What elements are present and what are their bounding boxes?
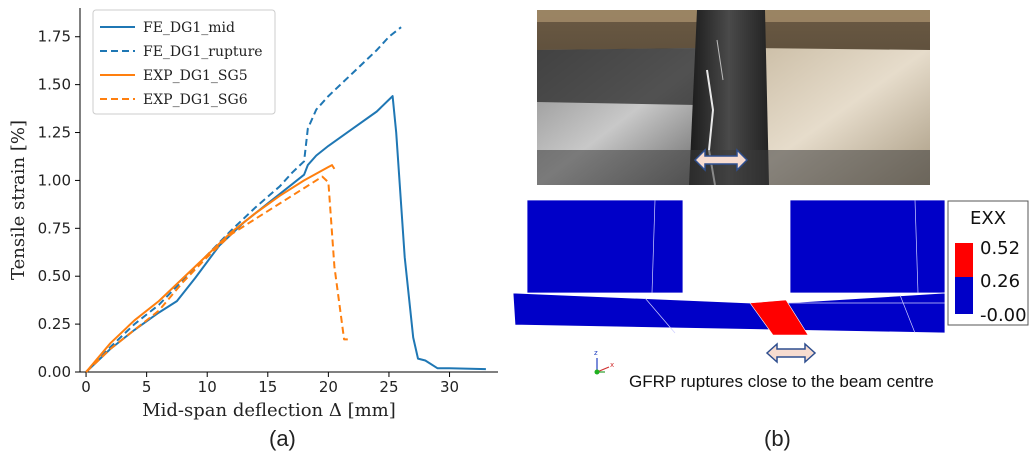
contour-value-low: -0.00 <box>980 305 1027 326</box>
y-tick-label: 1.25 <box>38 124 71 142</box>
panel-a-label: (a) <box>269 426 296 451</box>
contour-value-mid: 0.26 <box>980 271 1020 292</box>
legend-label-0: FE_DG1_mid <box>143 20 235 36</box>
y-tick-label: 0.75 <box>38 219 71 237</box>
strain-deflection-chart: 0 5 10 15 20 25 30 0.00 0.25 0.50 0.75 1.00 1.25 1.50… <box>8 8 498 420</box>
x-tick-label: 30 <box>440 378 459 396</box>
contour-value-high: 0.52 <box>980 238 1020 259</box>
series-line-3 <box>85 175 348 373</box>
y-axis-label: Tensile strain [%] <box>8 120 29 280</box>
x-tick-label: 0 <box>81 378 91 396</box>
x-tick-label: 15 <box>258 378 277 396</box>
series-line-0 <box>85 95 486 373</box>
series-line-2 <box>85 164 336 373</box>
y-tick-label: 0.50 <box>38 267 71 285</box>
legend-red-swatch <box>955 243 973 277</box>
x-tick-label: 25 <box>379 378 398 396</box>
specimen-photo <box>537 10 930 185</box>
contour-legend: EXX 0.52 0.26 -0.00 <box>947 200 1029 326</box>
contour-legend-title: EXX <box>970 208 1006 229</box>
x-tick-label: 10 <box>198 378 217 396</box>
legend-box <box>92 9 276 115</box>
axis-triad: z x <box>594 349 614 375</box>
y-tick-label: 1.75 <box>38 28 71 46</box>
panel-b-label: (b) <box>764 426 791 451</box>
y-tick-label: 0.00 <box>38 363 71 381</box>
x-tick-label: 5 <box>142 378 152 396</box>
legend-blue-swatch <box>955 277 973 314</box>
legend-label-1: FE_DG1_rupture <box>143 44 263 60</box>
x-axis-label: Mid-span deflection Δ [mm] <box>142 400 396 420</box>
svg-text:x: x <box>610 361 614 369</box>
legend-label-3: EXP_DG1_SG6 <box>143 92 248 108</box>
plot-area: 0 5 10 15 20 25 30 0.00 0.25 0.50 0.75 1.00 1.25 1.50… <box>8 8 498 420</box>
x-tick-label: 20 <box>319 378 338 396</box>
svg-text:z: z <box>594 349 598 357</box>
fe-model-contour: z x EXX 0.52 0.26 -0.00 <box>512 199 1029 375</box>
series-line-1 <box>85 26 402 373</box>
y-tick-label: 1.00 <box>38 171 71 189</box>
y-tick-label: 0.25 <box>38 315 71 333</box>
fe-caption: GFRP ruptures close to the beam centre <box>629 372 934 391</box>
y-tick-label: 1.50 <box>38 76 71 94</box>
legend-label-2: EXP_DG1_SG5 <box>143 68 248 84</box>
